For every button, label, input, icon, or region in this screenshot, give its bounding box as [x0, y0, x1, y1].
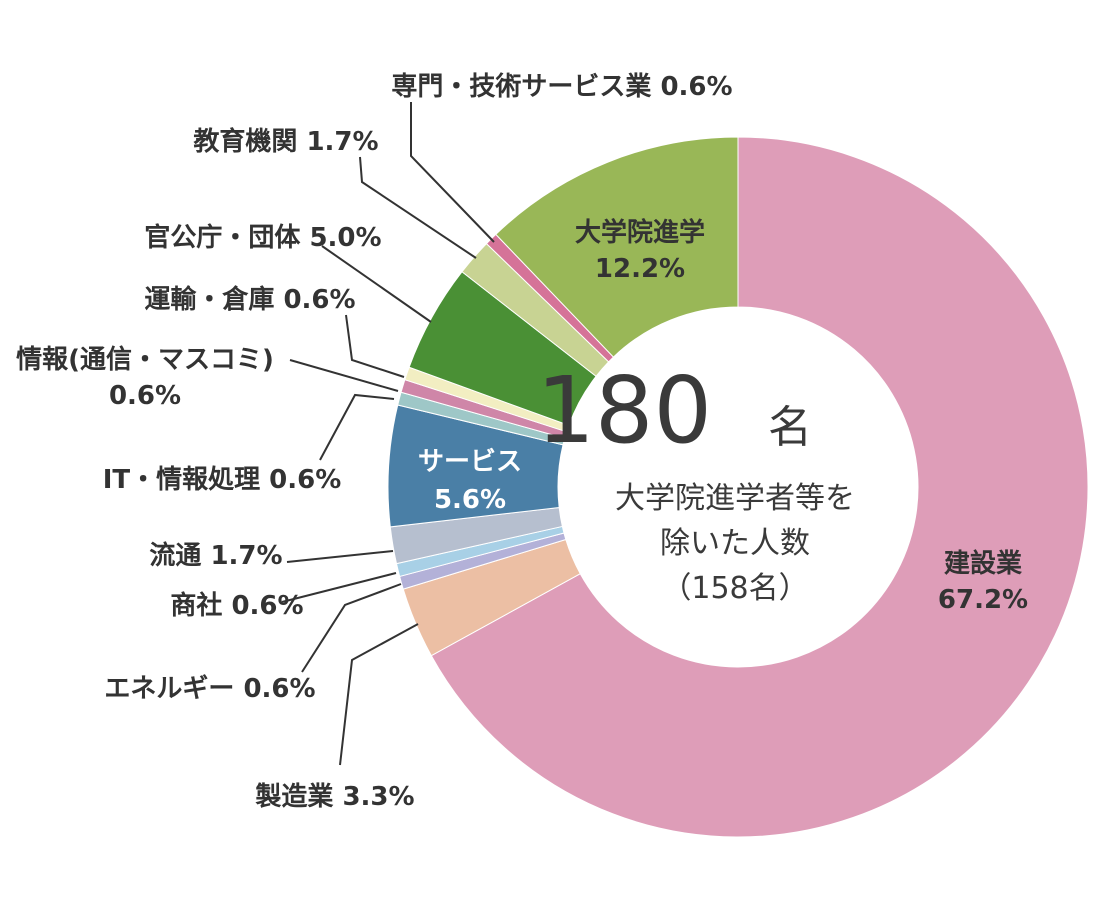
slice-label-5: 流通 1.7%: [149, 541, 282, 571]
slice-label-3-line-1: エネルギー 0.6%: [104, 674, 315, 704]
slice-label-8-line-2: 0.6%: [109, 381, 181, 411]
slice-label-5-line-1: 流通 1.7%: [149, 541, 282, 571]
slice-label-10-line-1: 官公庁・団体 5.0%: [144, 222, 381, 253]
slice-label-13-line-1: 大学院進学: [575, 217, 705, 248]
slice-13: [495, 136, 739, 358]
slice-label-2-line-1: 製造業 3.3%: [255, 782, 414, 812]
slice-label-8-line-1: 情報(通信・マスコミ): [16, 345, 274, 375]
slice-label-1-line-1: 建設業: [944, 548, 1022, 579]
slice-label-13-line-2: 12.2%: [595, 254, 685, 284]
slice-label-6-line-1: サービス: [418, 447, 522, 477]
leader-line-4: [281, 572, 397, 603]
slice-labels: 建設業 67.2% 製造業 3.3% エネルギー 0.6% 商社 0.6% 流通 1.7%…: [16, 72, 1028, 812]
slice-label-12-line-1: 専門・技術サービス業 0.6%: [391, 72, 732, 102]
slice-label-4-line-1: 商社 0.6%: [170, 590, 303, 621]
leader-line-7: [319, 393, 395, 461]
slice-label-11: 教育機関 1.7%: [193, 126, 378, 157]
slice-label-10: 官公庁・団体 5.0%: [144, 222, 381, 253]
slice-label-9: 運輸・倉庫 0.6%: [144, 284, 355, 315]
center-note-line-2: 除いた人数: [660, 526, 810, 561]
leader-line-11: [359, 156, 477, 259]
slice-label-6-line-2: 5.6%: [434, 485, 506, 515]
slice-label-11-line-1: 教育機関 1.7%: [193, 126, 378, 157]
slice-label-12: 専門・技術サービス業 0.6%: [391, 72, 732, 102]
slice-label-6: サービス 5.6%: [418, 447, 522, 515]
slice-1: [430, 136, 1089, 838]
leader-line-10: [321, 245, 432, 323]
slice-label-7-line-1: IT・情報処理 0.6%: [103, 465, 342, 495]
center-summary: 180 名 大学院進学者等を 除いた人数 （158名）: [536, 357, 855, 606]
slice-label-8: 情報(通信・マスコミ) 0.6%: [16, 345, 274, 411]
center-total: 180: [536, 357, 712, 464]
leader-line-12: [410, 102, 495, 243]
leader-lines: [281, 102, 495, 766]
slice-label-7: IT・情報処理 0.6%: [103, 465, 342, 495]
slice-label-4: 商社 0.6%: [170, 590, 303, 621]
slice-label-2: 製造業 3.3%: [255, 782, 414, 812]
leader-line-9: [345, 314, 405, 378]
center-note-line-1: 大学院進学者等を: [615, 481, 855, 516]
slice-label-1-line-2: 67.2%: [938, 585, 1028, 615]
center-note-line-3: （158名）: [661, 571, 808, 606]
center-unit: 名: [768, 402, 812, 453]
leader-line-2: [339, 623, 419, 766]
donut-slices: [387, 136, 1089, 838]
leader-line-5: [286, 550, 394, 563]
slice-label-1: 建設業 67.2%: [938, 548, 1028, 615]
leader-line-3: [301, 583, 402, 673]
slice-label-3: エネルギー 0.6%: [104, 674, 315, 704]
slice-label-9-line-1: 運輸・倉庫 0.6%: [144, 284, 355, 315]
slice-label-13: 大学院進学 12.2%: [575, 217, 705, 284]
leader-line-8: [289, 359, 399, 392]
